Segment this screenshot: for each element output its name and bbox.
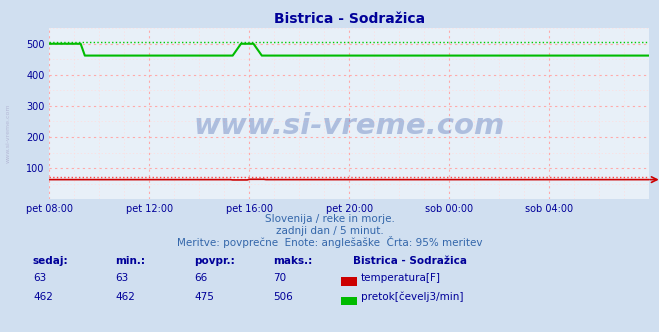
Text: zadnji dan / 5 minut.: zadnji dan / 5 minut. bbox=[275, 226, 384, 236]
Text: 66: 66 bbox=[194, 273, 208, 283]
Text: 462: 462 bbox=[115, 292, 135, 302]
Text: sedaj:: sedaj: bbox=[33, 256, 69, 266]
Text: 63: 63 bbox=[115, 273, 129, 283]
Text: temperatura[F]: temperatura[F] bbox=[361, 273, 441, 283]
Text: min.:: min.: bbox=[115, 256, 146, 266]
Title: Bistrica - Sodražica: Bistrica - Sodražica bbox=[273, 12, 425, 26]
Text: www.si-vreme.com: www.si-vreme.com bbox=[194, 112, 505, 140]
Text: 475: 475 bbox=[194, 292, 214, 302]
Text: maks.:: maks.: bbox=[273, 256, 313, 266]
Text: 462: 462 bbox=[33, 292, 53, 302]
Text: povpr.:: povpr.: bbox=[194, 256, 235, 266]
Text: Meritve: povprečne  Enote: anglešaške  Črta: 95% meritev: Meritve: povprečne Enote: anglešaške Črt… bbox=[177, 236, 482, 248]
Text: Bistrica - Sodražica: Bistrica - Sodražica bbox=[353, 256, 467, 266]
Text: 63: 63 bbox=[33, 273, 46, 283]
Text: 70: 70 bbox=[273, 273, 287, 283]
Text: pretok[čevelj3/min]: pretok[čevelj3/min] bbox=[361, 292, 464, 302]
Text: www.si-vreme.com: www.si-vreme.com bbox=[5, 103, 11, 163]
Text: 506: 506 bbox=[273, 292, 293, 302]
Text: Slovenija / reke in morje.: Slovenija / reke in morje. bbox=[264, 214, 395, 224]
